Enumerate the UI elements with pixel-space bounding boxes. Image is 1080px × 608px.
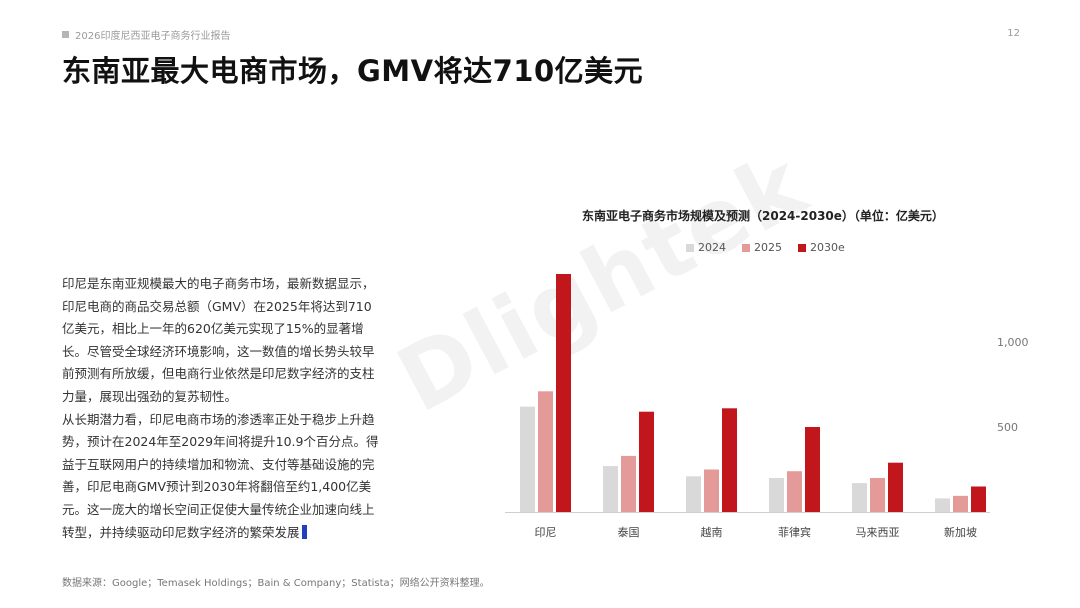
legend-swatch-2024 xyxy=(686,243,694,252)
body-paragraph-2-text: 从长期潜力看，印尼电商市场的渗透率正处于稳步上升趋势，预计在2024年至2029… xyxy=(62,411,379,540)
bar-2024-马来西亚 xyxy=(852,483,867,512)
report-header: 2026印度尼西亚电子商务行业报告 xyxy=(62,27,230,42)
bar-2024-泰国 xyxy=(603,466,618,512)
bar-2030e-马来西亚 xyxy=(888,462,903,512)
bar-2025-印尼 xyxy=(538,391,553,512)
bar-2025-马来西亚 xyxy=(870,478,885,512)
x-tick-label: 印尼 xyxy=(535,526,557,539)
x-tick-label: 马来西亚 xyxy=(856,526,900,539)
header-square-icon xyxy=(62,31,69,38)
data-source: 数据来源：Google；Temasek Holdings；Bain & Comp… xyxy=(62,578,490,589)
body-text: 印尼是东南亚规模最大的电子商务市场，最新数据显示，印尼电商的商品交易总额（GMV… xyxy=(62,273,382,544)
bar-2024-新加坡 xyxy=(935,498,950,512)
bar-2025-越南 xyxy=(704,469,719,512)
x-tick-label: 越南 xyxy=(701,525,723,539)
bar-2030e-菲律宾 xyxy=(805,427,820,512)
x-tick-label: 菲律宾 xyxy=(778,525,811,539)
bar-2025-泰国 xyxy=(621,455,636,512)
legend-label-2030e: 2030e xyxy=(810,241,845,254)
x-tick-label: 新加坡 xyxy=(944,525,977,539)
body-paragraph-2: 从长期潜力看，印尼电商市场的渗透率正处于稳步上升趋势，预计在2024年至2029… xyxy=(62,409,382,545)
bar-2030e-越南 xyxy=(722,408,737,512)
legend-item-2025: 2025 xyxy=(742,241,782,254)
chart-title: 东南亚电子商务市场规模及预测（2024-2030e）（单位：亿美元） xyxy=(582,209,944,223)
body-paragraph-1: 印尼是东南亚规模最大的电子商务市场，最新数据显示，印尼电商的商品交易总额（GMV… xyxy=(62,276,375,404)
end-marker-icon xyxy=(301,524,307,539)
x-tick-label: 泰国 xyxy=(618,525,640,539)
bar-2030e-新加坡 xyxy=(971,486,986,512)
bar-2025-新加坡 xyxy=(953,495,968,512)
y-tick-label: 1,000 xyxy=(997,336,1029,349)
bar-2024-菲律宾 xyxy=(769,478,784,512)
bar-2024-印尼 xyxy=(520,406,535,512)
legend-label-2025: 2025 xyxy=(754,241,782,254)
bar-2030e-泰国 xyxy=(639,411,654,512)
bar-2024-越南 xyxy=(686,476,701,512)
legend-label-2024: 2024 xyxy=(698,241,726,254)
legend-swatch-2030e xyxy=(798,243,806,252)
chart-legend: 2024 2025 2030e xyxy=(686,241,845,254)
bar-2025-菲律宾 xyxy=(787,471,802,512)
page-title: 东南亚最大电商市场，GMV将达710亿美元 xyxy=(62,54,644,88)
bar-2030e-印尼 xyxy=(556,274,571,512)
legend-swatch-2025 xyxy=(742,243,750,252)
y-tick-label: 500 xyxy=(997,421,1018,434)
legend-item-2030e: 2030e xyxy=(798,241,845,254)
page-number: 12 xyxy=(1007,28,1020,39)
report-name: 2026印度尼西亚电子商务行业报告 xyxy=(75,31,231,42)
legend-item-2024: 2024 xyxy=(686,241,726,254)
